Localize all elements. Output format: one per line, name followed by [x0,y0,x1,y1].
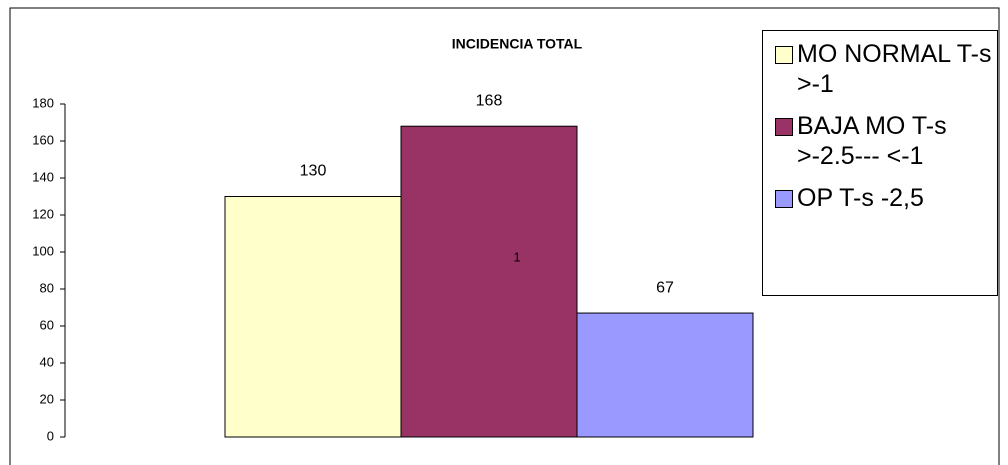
bar [400,125,578,438]
y-tick-label: 160 [32,132,54,147]
legend-label: BAJA MO T-s >-2.5--- <-1 [797,112,947,170]
chart-title: INCIDENCIA TOTAL [452,36,583,52]
bar [576,312,754,438]
y-tick-label: 20 [40,391,54,406]
legend-swatch [775,46,793,64]
data-label: 130 [300,163,327,180]
legend-item: OP T-s -2,5 [775,183,993,213]
y-tick-label: 40 [40,354,54,369]
bar [224,196,402,438]
legend-item: MO NORMAL T-s >-1 [775,39,993,99]
legend-item: BAJA MO T-s >-2.5--- <-1 [775,111,993,171]
y-tick-label: 60 [40,317,54,332]
legend-swatch [775,190,793,208]
legend-swatch [775,118,793,136]
y-tick-label: 100 [32,243,54,258]
y-tick-label: 120 [32,206,54,221]
chart-frame [9,7,1000,465]
x-tick-label: 1 [513,249,520,264]
y-tick-label: 140 [32,169,54,184]
data-label: 168 [476,92,503,109]
y-tick-label: 0 [47,428,54,443]
y-tick-label: 180 [32,95,54,110]
legend: MO NORMAL T-s >-1 BAJA MO T-s >-2.5--- <-… [762,30,998,296]
y-tick-label: 80 [40,280,54,295]
legend-label: OP T-s -2,5 [797,184,924,212]
data-label: 67 [656,279,674,296]
legend-label: MO NORMAL T-s >-1 [797,40,992,98]
